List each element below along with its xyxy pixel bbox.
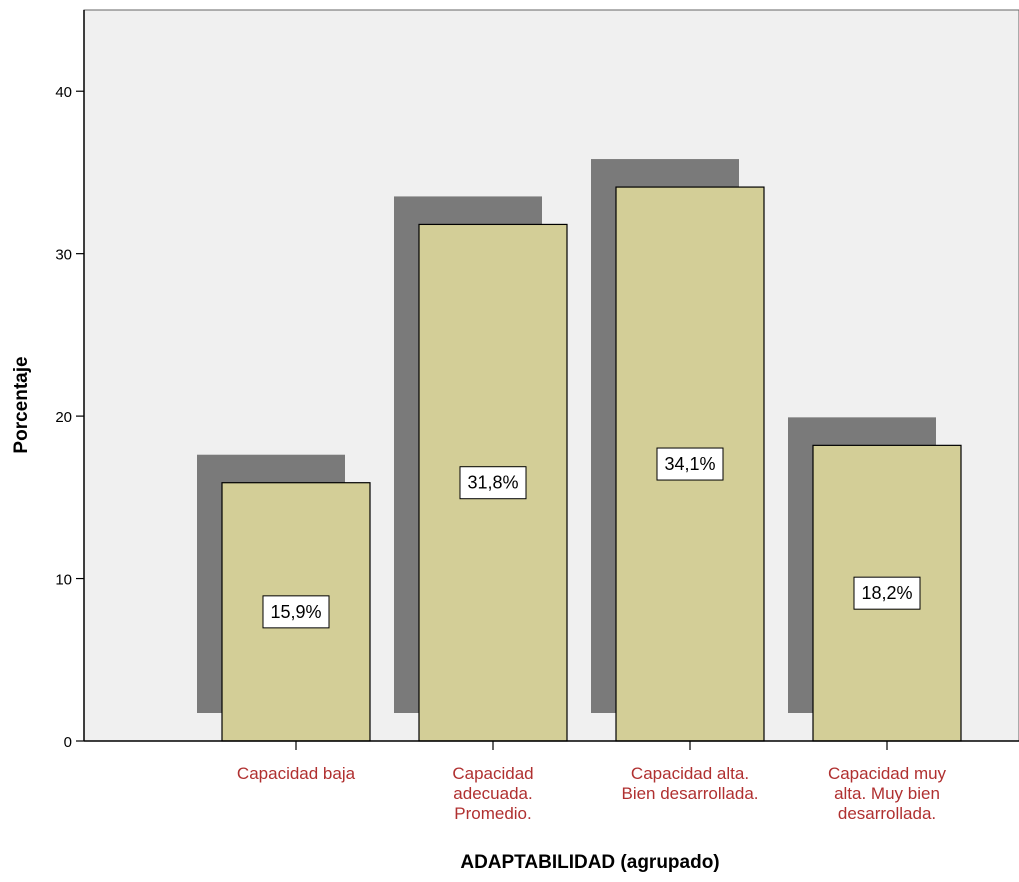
- y-tick-label: 30: [55, 247, 72, 264]
- x-category-label: Capacidad baja: [237, 764, 356, 783]
- data-label-box: [459, 466, 527, 500]
- x-category-label: Capacidad muy alta. Muy bien desarrollada.: [828, 764, 947, 823]
- x-axis-ticks: Capacidad baja Capacidad adecuada. Promedio…: [237, 741, 947, 823]
- x-category-label: Capacidad alta. Bien desarrollada.: [621, 764, 758, 803]
- data-label-box: [262, 595, 330, 629]
- y-tick-label: 40: [55, 84, 72, 101]
- data-label-text: 15,9%: [270, 602, 321, 622]
- data-label: 15,9%: [262, 595, 330, 629]
- data-labels: 15,9% 31,8% 34,1% 18,2%: [262, 447, 921, 629]
- x-category-label: Capacidad adecuada. Promedio.: [452, 764, 533, 823]
- data-label: 18,2%: [853, 576, 921, 610]
- y-axis-ticks: 0 10 20 30 40: [55, 84, 84, 751]
- y-tick-label: 10: [55, 572, 72, 589]
- data-label: 34,1%: [656, 447, 724, 481]
- y-tick-label: 0: [64, 734, 72, 751]
- y-axis-title: Porcentaje: [11, 356, 32, 453]
- data-label-box: [853, 576, 921, 610]
- data-label-text: 31,8%: [467, 473, 518, 493]
- x-axis-title: ADAPTABILIDAD (agrupado): [460, 852, 719, 873]
- data-label-box: [656, 447, 724, 481]
- y-tick-label: 20: [55, 409, 72, 426]
- data-label-text: 18,2%: [861, 583, 912, 603]
- data-label: 31,8%: [459, 466, 527, 500]
- data-label-text: 34,1%: [664, 454, 715, 474]
